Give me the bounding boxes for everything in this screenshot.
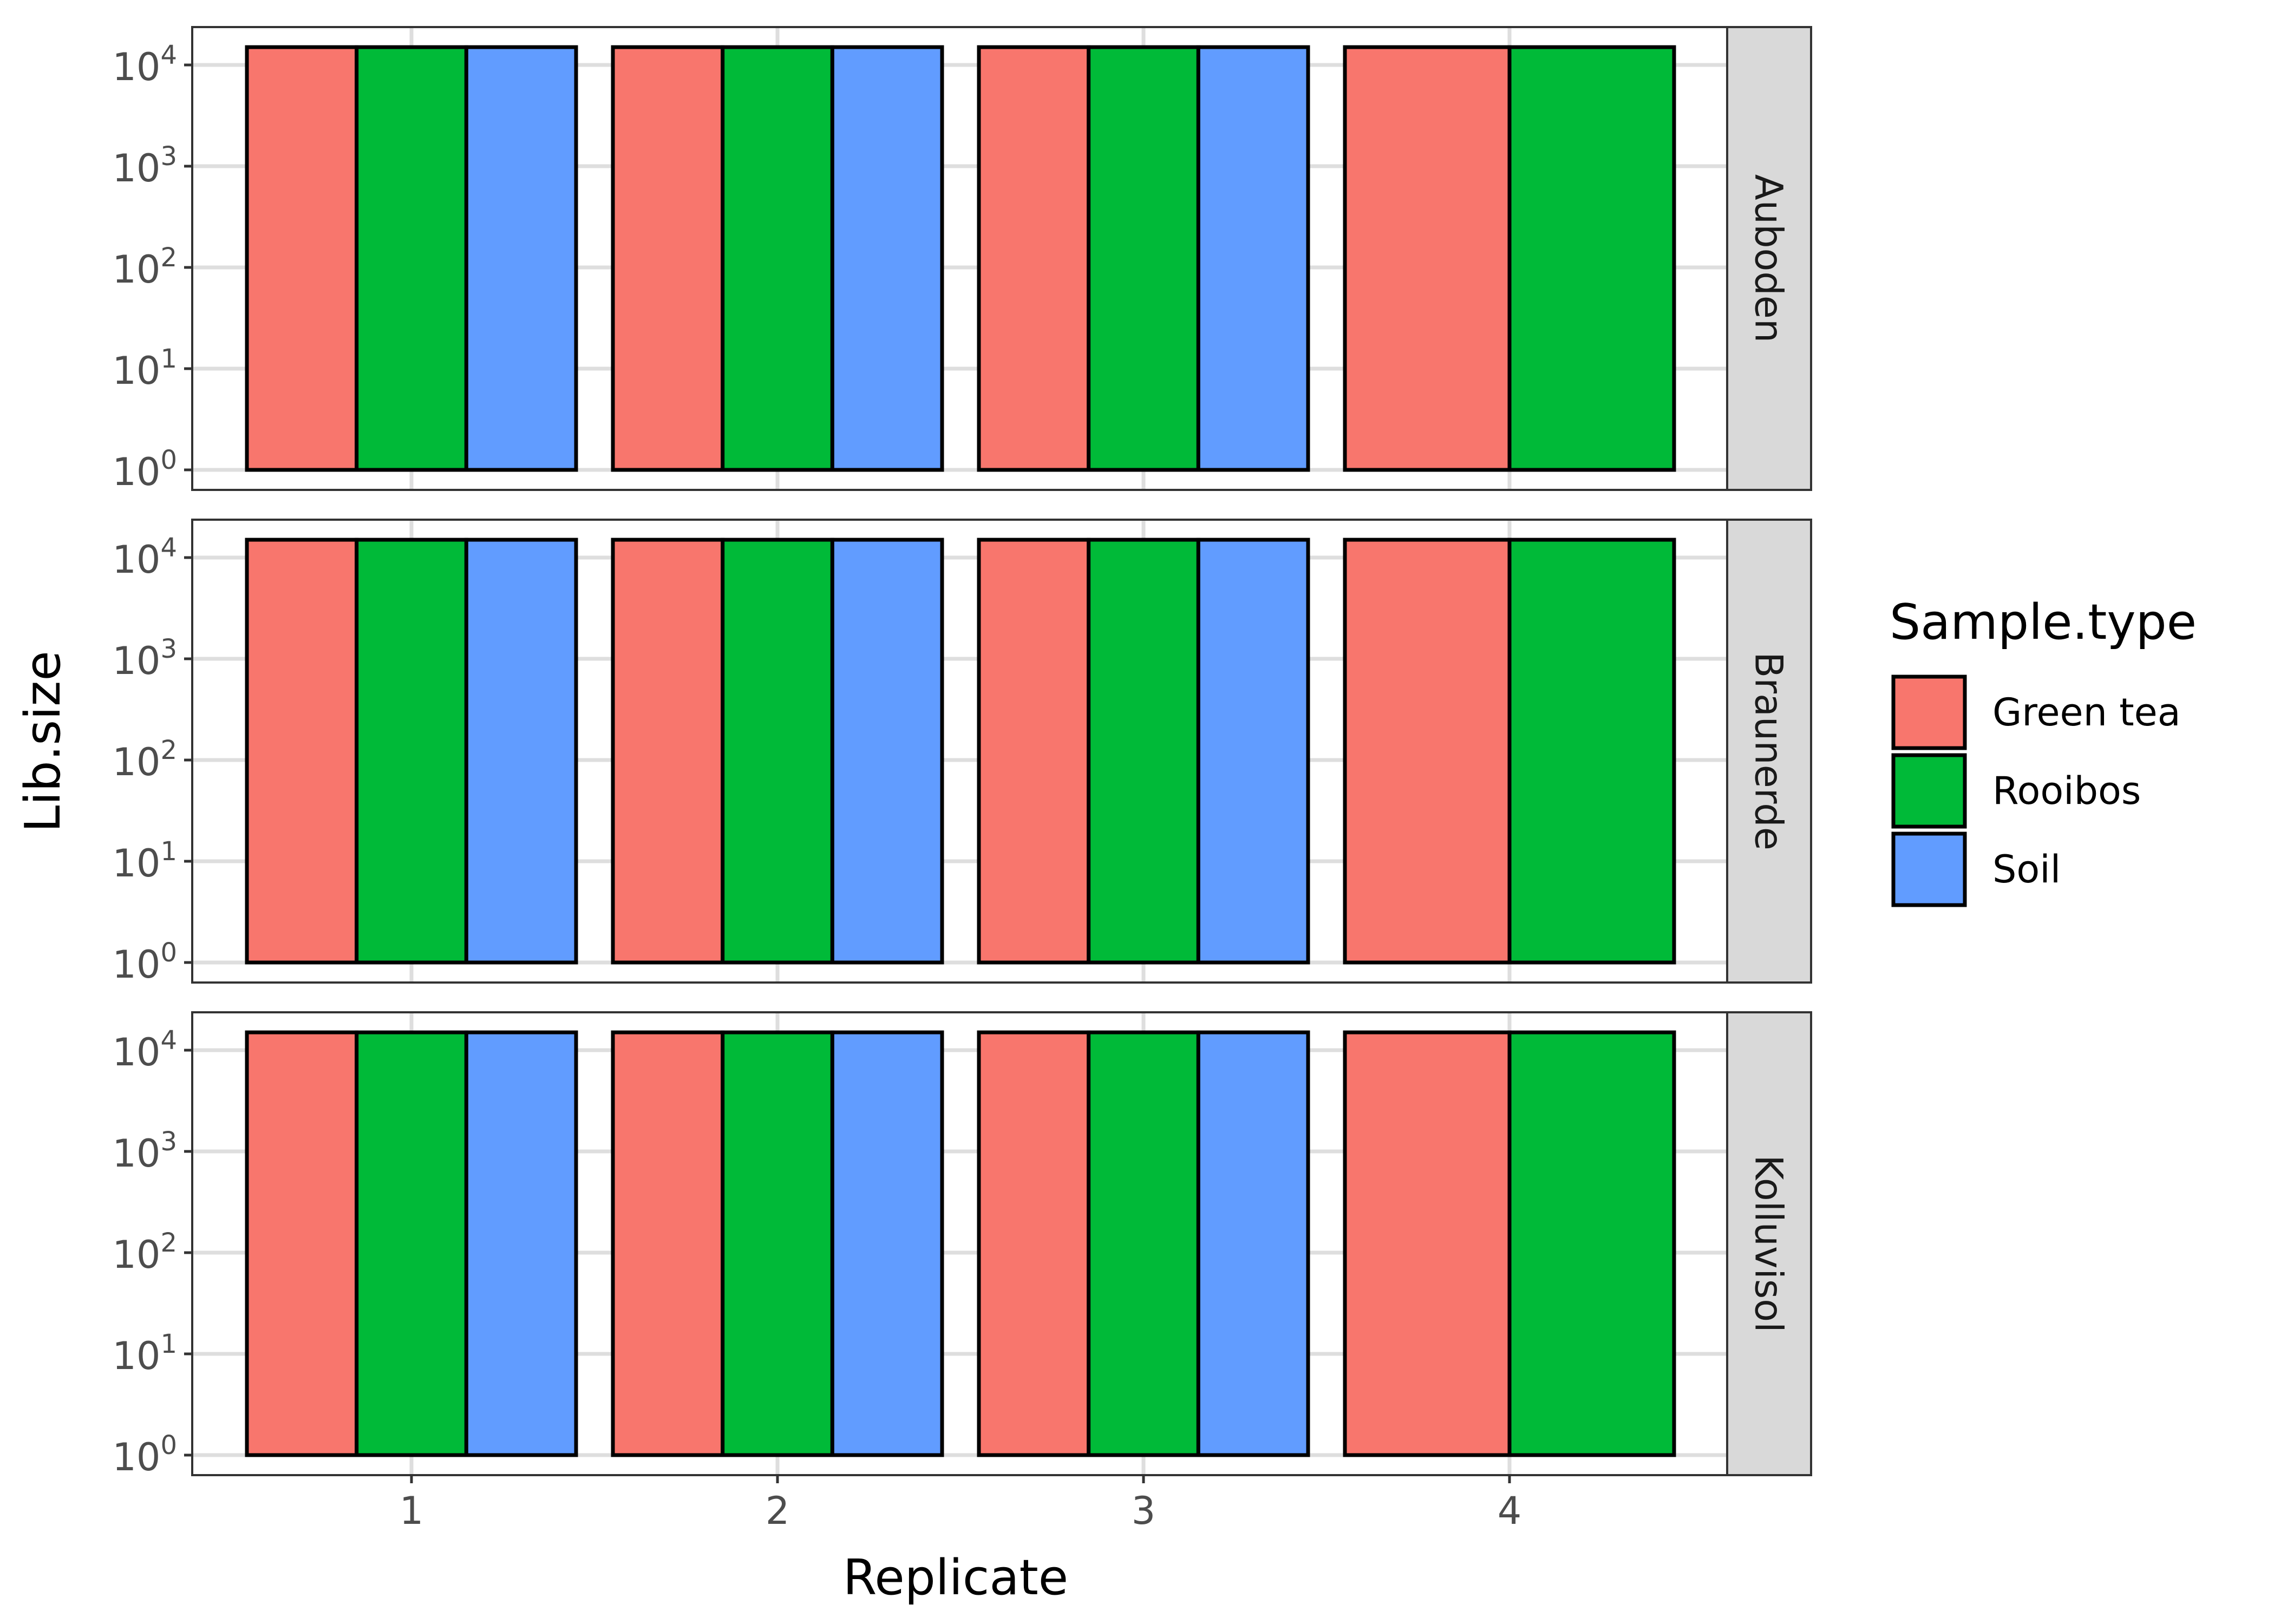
bar-green-tea-rep4 [1343,538,1512,965]
legend-label: Green tea [1992,690,2181,735]
y-tick-label: 102 [112,243,177,292]
x-tick-label: 4 [1498,1489,1522,1533]
legend-key-rooibos [1891,753,1967,829]
bar-soil-rep1 [464,45,578,472]
bar-green-tea-rep2 [611,45,725,472]
bar-green-tea-rep1 [245,538,359,965]
legend-key-soil [1891,831,1967,907]
bar-soil-rep3 [1196,45,1310,472]
bar-rooibos-rep2 [721,45,834,472]
facet-strip [1726,519,1812,984]
facet-panel-braunerde: 100 101 102 103 104 Braunerde [112,519,1812,987]
legend-title: Sample.type [1890,594,2197,651]
x-tick-label: 1 [400,1489,424,1533]
y-tick-label: 103 [112,141,177,191]
x-tick-label: 2 [766,1489,790,1533]
y-tick-label: 104 [112,40,177,89]
y-tick-label: 104 [112,533,177,582]
bar-rooibos-rep2 [721,1030,834,1457]
bar-rooibos-rep2 [721,538,834,965]
bar-soil-rep3 [1196,1030,1310,1457]
x-axis-title: Replicate [843,1549,1068,1606]
legend-label: Soil [1992,847,2061,892]
y-tick-label: 104 [112,1025,177,1075]
y-tick-label: 102 [112,735,177,784]
bar-green-tea-rep1 [245,45,359,472]
bar-green-tea-rep3 [977,1030,1091,1457]
facet-strip-label: Kolluvisol [1747,1155,1791,1332]
x-tick-label: 3 [1132,1489,1156,1533]
bar-soil-rep2 [830,45,944,472]
x-axis: 1 2 3 4 [400,1475,1522,1533]
legend: Sample.type Green tea Rooibos Soil [1890,594,2197,907]
bar-green-tea-rep1 [245,1030,359,1457]
bar-soil-rep2 [830,538,944,965]
facet-strip [1726,1011,1812,1476]
facet-strip-label: Braunerde [1747,652,1791,850]
bar-rooibos-rep4 [1507,538,1676,965]
bar-rooibos-rep3 [1087,1030,1200,1457]
facet-panel-auboden: 100 101 102 103 104 Auboden [112,26,1812,494]
bar-rooibos-rep1 [355,538,468,965]
y-tick-label: 100 [112,445,177,494]
bar-green-tea-rep2 [611,1030,725,1457]
y-tick-label: 101 [112,1329,177,1378]
facet-panel-kolluvisol: 100 101 102 103 104 Kolluvisol [112,1011,1812,1479]
y-tick-label: 101 [112,836,177,886]
y-tick-label: 103 [112,1127,177,1176]
bar-rooibos-rep1 [355,1030,468,1457]
bar-rooibos-rep4 [1507,1030,1676,1457]
bar-green-tea-rep3 [977,45,1091,472]
bar-soil-rep3 [1196,538,1310,965]
facet-strip-label: Auboden [1747,174,1791,343]
bar-rooibos-rep4 [1507,45,1676,472]
y-tick-label: 100 [112,1430,177,1479]
y-tick-label: 100 [112,938,177,987]
bar-green-tea-rep4 [1343,45,1512,472]
legend-key-green-tea [1891,675,1967,750]
bar-green-tea-rep4 [1343,1030,1512,1457]
facet-panels: 100 101 102 103 104 Auboden 100 101 102 103 104 Bra… [112,26,1812,1479]
legend-label: Rooibos [1992,769,2141,813]
y-tick-label: 103 [112,634,177,683]
bar-soil-rep1 [464,1030,578,1457]
bar-green-tea-rep2 [611,538,725,965]
bar-rooibos-rep3 [1087,45,1200,472]
bar-soil-rep2 [830,1030,944,1457]
bar-rooibos-rep3 [1087,538,1200,965]
bar-rooibos-rep1 [355,45,468,472]
y-tick-label: 102 [112,1228,177,1277]
bar-green-tea-rep3 [977,538,1091,965]
y-axis-title: Lib.size [15,651,71,832]
y-tick-label: 101 [112,344,177,393]
facet-strip [1726,26,1812,491]
bar-soil-rep1 [464,538,578,965]
